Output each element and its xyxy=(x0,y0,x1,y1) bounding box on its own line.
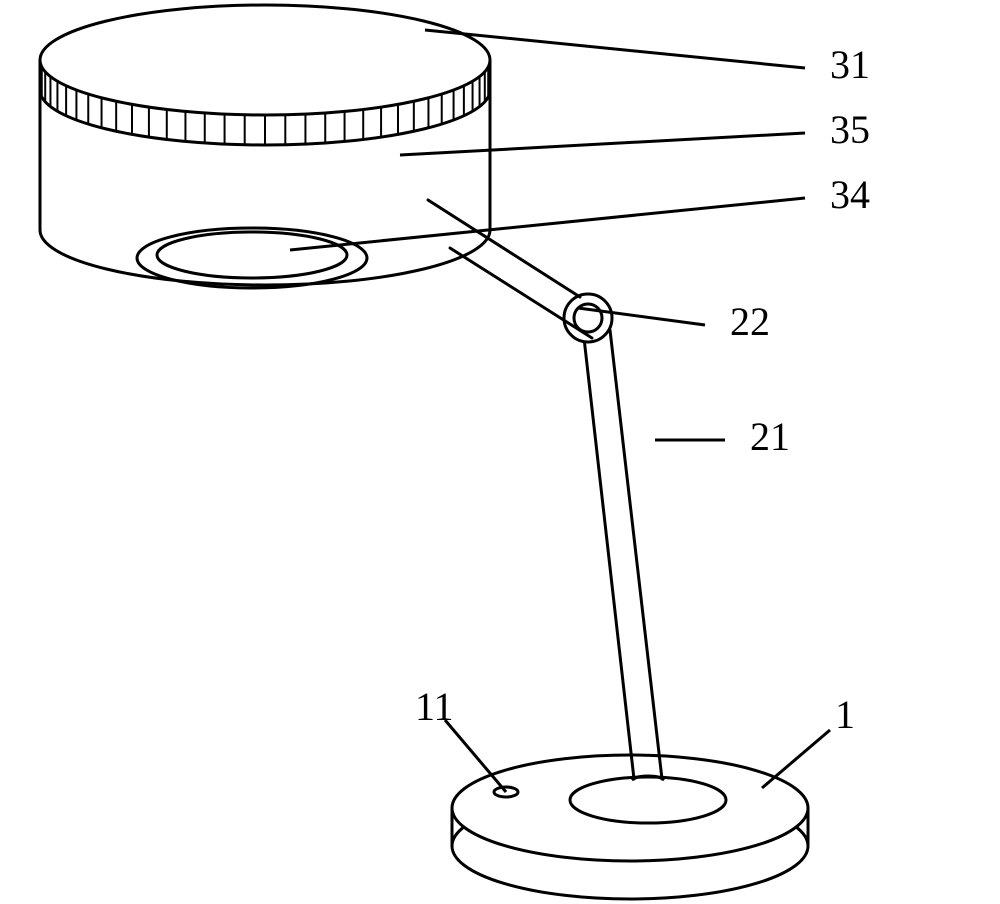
label-11: 11 xyxy=(415,684,454,729)
head-lens-inner xyxy=(157,232,347,278)
lower-arm-edge-left xyxy=(584,338,634,779)
leader-34 xyxy=(290,198,805,250)
leader-1 xyxy=(762,730,830,788)
label-1: 1 xyxy=(835,692,855,737)
base-top xyxy=(452,755,808,861)
label-31: 31 xyxy=(830,42,870,87)
label-35: 35 xyxy=(830,107,870,152)
label-21: 21 xyxy=(750,414,790,459)
head-top-cap xyxy=(40,5,490,115)
leader-35 xyxy=(400,133,805,155)
label-22: 22 xyxy=(730,299,770,344)
label-34: 34 xyxy=(830,172,870,217)
upper-arm-edge-bottom xyxy=(450,248,592,338)
lamp-diagram: 3135342221111 xyxy=(0,0,1000,904)
lower-arm-edge-right xyxy=(610,330,662,779)
